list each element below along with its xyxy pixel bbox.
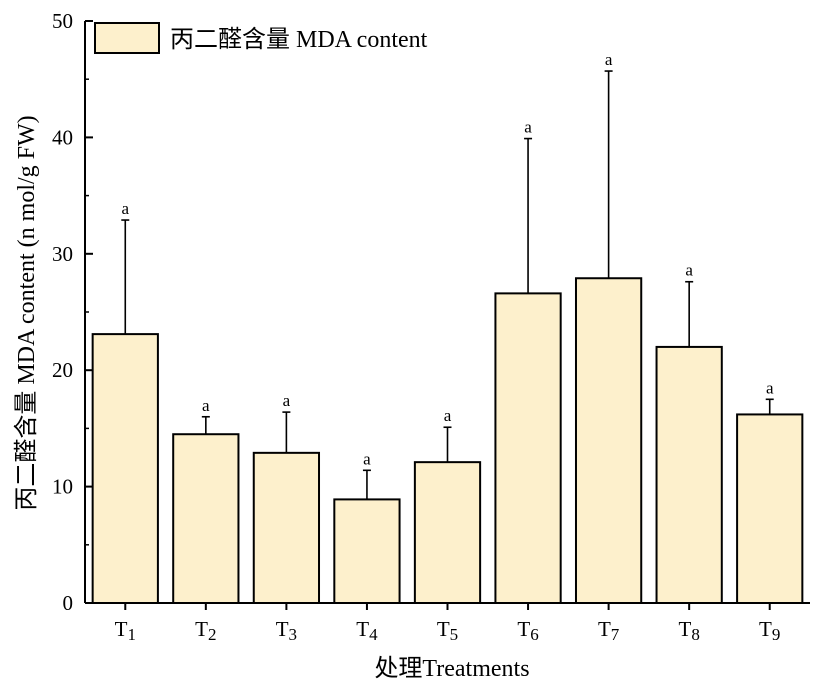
bar-T3: [252, 451, 321, 604]
x-axis: T1 T2 T3 T4 T5 T6 T7 T8 T9: [85, 602, 810, 644]
y-tick-label-10: 10: [52, 475, 73, 499]
significance-label-T9: a: [766, 378, 774, 397]
significance-label-T8: a: [685, 261, 693, 280]
y-tick-label-20: 20: [52, 358, 73, 382]
legend: 丙二醛含量 MDA content: [94, 22, 428, 54]
legend-swatch: [94, 22, 160, 54]
error-bars: [121, 70, 774, 500]
bar-T4: [333, 498, 401, 604]
error-bar-T6: [524, 137, 533, 294]
x-axis-title: 处理Treatments: [374, 655, 529, 682]
bar-T9: [736, 413, 804, 604]
x-tick-label-T2: T2: [195, 617, 216, 644]
error-bar-T7: [604, 70, 613, 279]
bar-T7: [574, 277, 643, 604]
significance-label-T3: a: [283, 391, 291, 410]
x-tick-label-T5: T5: [437, 617, 458, 644]
error-bar-T8: [685, 280, 694, 347]
y-tick-label-50: 50: [52, 9, 73, 33]
legend-label: 丙二醛含量 MDA content: [170, 26, 428, 53]
significance-label-T6: a: [524, 118, 532, 137]
x-tick-label-T3: T3: [276, 617, 297, 644]
bar-T5: [413, 461, 482, 604]
significance-label-T1: a: [122, 199, 130, 218]
error-bar-T1: [121, 219, 130, 335]
x-tick-label-T7: T7: [598, 617, 620, 644]
error-bar-T9: [765, 398, 774, 415]
x-tick-label-T1: T1: [115, 617, 136, 644]
significance-label-T4: a: [363, 449, 371, 468]
x-tick-label-T8: T8: [679, 617, 700, 644]
y-tick-label-0: 0: [63, 591, 74, 615]
bar-T6: [494, 292, 562, 604]
y-axis-title: 丙二醛含量 MDA content (n mol/g FW): [13, 115, 40, 510]
y-axis: 0 10 20 30 40 50: [52, 9, 93, 615]
significance-label-T7: a: [605, 50, 613, 69]
significance-label-T2: a: [202, 396, 210, 415]
error-bar-T2: [201, 415, 210, 435]
error-bar-T5: [443, 426, 452, 463]
error-bar-T3: [282, 411, 291, 453]
y-tick-label-40: 40: [52, 125, 73, 149]
x-tick-label-T6: T6: [517, 617, 538, 644]
y-tick-label-30: 30: [52, 242, 73, 266]
x-tick-label-T4: T4: [356, 617, 378, 644]
significance-labels: a a a a a a a a a: [122, 50, 774, 468]
bars: [91, 277, 804, 604]
significance-label-T5: a: [444, 406, 452, 425]
error-bar-T4: [362, 469, 371, 500]
bar-T1: [91, 333, 159, 604]
bar-T8: [655, 345, 723, 604]
bar-T2: [172, 433, 240, 604]
x-tick-label-T9: T9: [759, 617, 780, 644]
